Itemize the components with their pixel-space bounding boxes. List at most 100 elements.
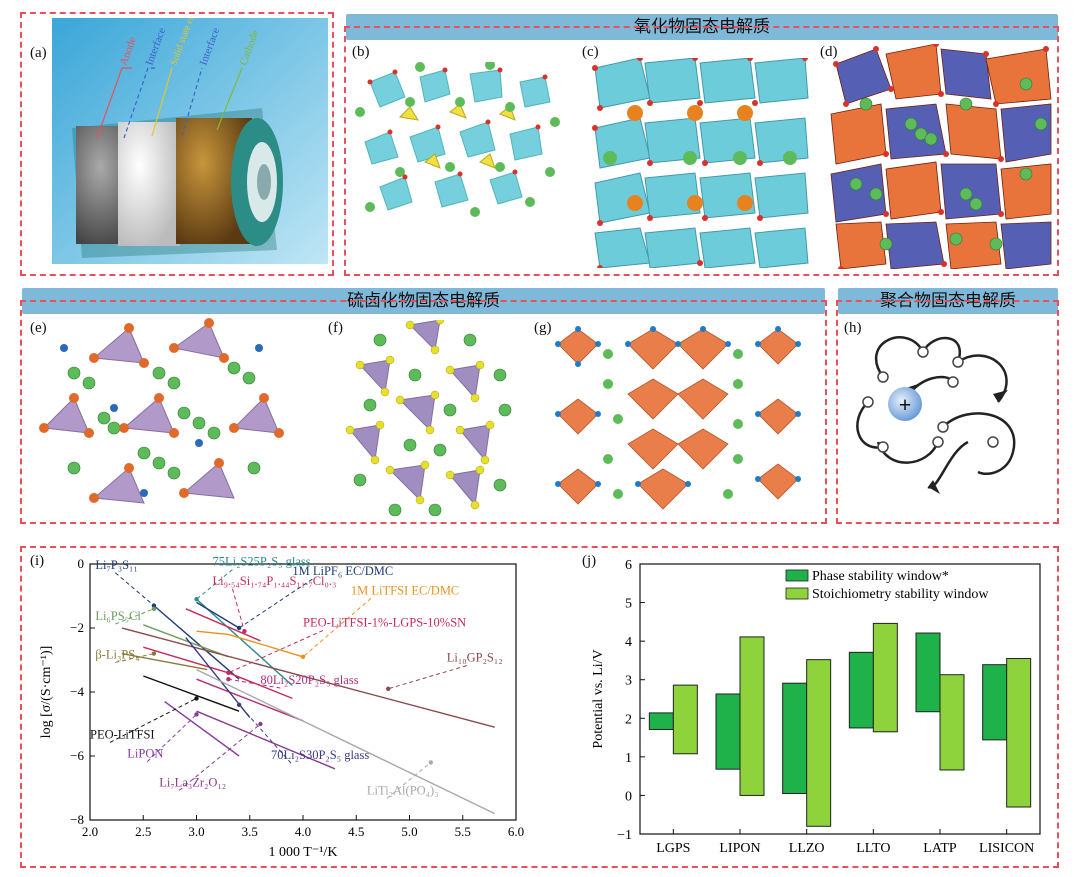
structure-d — [830, 44, 1052, 269]
series-label: Li₉.₅₄Si₁.₇₄P₁.₄₄S₁₁.₇Cl₀.₃ — [212, 574, 336, 588]
leader-arrowhead — [386, 686, 391, 691]
panel-label-e: (e) — [30, 320, 47, 336]
legend-swatch — [785, 587, 809, 600]
window-bar — [715, 693, 741, 770]
leader-line — [388, 665, 467, 690]
leader-line — [238, 578, 313, 629]
x-tick-label: 5.0 — [401, 824, 417, 839]
series-line — [196, 678, 304, 722]
x-tick-label: 6.0 — [508, 824, 524, 839]
series-line — [143, 675, 240, 712]
series-label: β-Li₃PS₄ — [95, 647, 139, 661]
window-bar — [782, 682, 808, 794]
legend-label: Stoichiometry stability window — [812, 587, 989, 602]
panel-label-a: (a) — [30, 45, 47, 61]
panel-label-b: (b) — [352, 44, 370, 60]
leader-line — [228, 629, 324, 674]
series-line — [121, 652, 208, 671]
structure-e — [39, 318, 284, 504]
x-tick-label: 4.5 — [348, 824, 364, 839]
x-tick-label: 2.0 — [82, 824, 98, 839]
series-label: 1M LiTFSI EC/DMC — [351, 583, 459, 597]
conductivity-chart: 2.0 2.5 3.0 3.5 4.0 4.5 5.0 5.5 6.0 0 −2 −4 −6 −8 1 00… — [39, 555, 524, 860]
leader-line — [109, 697, 197, 743]
series-label: 80Li₂S20P₂S₅ glass — [260, 673, 358, 687]
leader-arrowhead — [151, 606, 157, 611]
y-tick-label: 6 — [625, 558, 632, 573]
panel-a — [20, 12, 334, 276]
leader-arrowhead — [194, 597, 199, 602]
structure-g — [555, 326, 801, 510]
series-line — [143, 624, 229, 658]
plot-frame — [89, 563, 517, 821]
leader-line — [228, 678, 281, 689]
series-line — [196, 598, 293, 687]
x-axis-label: 1 000 T⁻¹/K — [269, 845, 338, 860]
series-label: PEO-LiTFSI-1%-LGPS-10%SN — [303, 615, 466, 629]
y-axis-label: log [σ/(S·cm⁻¹)] — [39, 646, 54, 739]
series-line — [196, 710, 336, 770]
panel-label-f: (f) — [328, 320, 343, 336]
category-label: LGPS — [656, 841, 690, 856]
y-tick-label: −6 — [70, 748, 84, 763]
leader-arrowhead — [236, 702, 242, 707]
series-line — [196, 601, 240, 629]
series-line — [121, 627, 495, 728]
legend-swatch — [785, 569, 809, 582]
window-bar — [872, 622, 898, 733]
panel-label-h: (h) — [844, 320, 862, 336]
leader-line — [238, 704, 292, 764]
y-axis-label: Potential vs. Li/V — [591, 649, 606, 748]
y-tick-label: −1 — [617, 828, 632, 843]
structure-f — [345, 320, 512, 516]
series-label: LiTi₂Al(PO₄)₃ — [367, 783, 439, 797]
leader-arrowhead — [151, 603, 157, 608]
x-tick-label: 4.0 — [295, 824, 311, 839]
category-label: LIPON — [719, 841, 760, 856]
leader-arrowhead — [258, 721, 263, 727]
y-tick-label: 0 — [78, 556, 85, 571]
leader-line — [302, 598, 372, 658]
y-tick-label: 4 — [625, 635, 632, 650]
y-tick-label: 5 — [625, 597, 632, 612]
x-tick-label: 3.5 — [242, 824, 258, 839]
ion-plus-sign: + — [899, 392, 912, 417]
window-bar — [739, 636, 765, 796]
series-label: LiPON — [127, 747, 163, 761]
panel-polymer — [836, 300, 1059, 524]
series-line — [196, 668, 496, 815]
series-label: 1M LiPF₆ EC/DMC — [292, 564, 393, 578]
window-bar — [848, 651, 874, 729]
series-line — [185, 608, 261, 642]
window-bar — [1006, 658, 1032, 808]
panel-charts — [20, 546, 1059, 868]
panel-oxide — [344, 26, 1059, 276]
plot-frame — [639, 563, 1041, 835]
series-label: 75Li₂S25P₂S₅ glass — [212, 555, 310, 569]
legend-label: Phase stability window* — [812, 569, 949, 584]
y-tick-label: 2 — [625, 712, 632, 727]
panel-label-c: (c) — [582, 44, 599, 60]
leader-arrowhead — [226, 670, 231, 675]
leader-arrowhead — [242, 629, 247, 634]
series-line — [196, 630, 304, 658]
leader-arrowhead — [194, 712, 199, 717]
leader-arrowhead — [236, 625, 242, 631]
window-bar — [915, 632, 941, 713]
window-bar — [648, 712, 674, 730]
structure-c — [592, 58, 809, 268]
leader-line — [231, 588, 245, 632]
x-tick-label: 2.5 — [135, 824, 151, 839]
category-label: LATP — [923, 841, 957, 856]
leader-arrowhead — [151, 651, 157, 656]
panel-label-g: (g) — [534, 320, 552, 336]
panel-label-d: (d) — [820, 44, 838, 60]
y-tick-label: −8 — [70, 812, 84, 827]
series-line — [164, 701, 240, 757]
structure-b — [355, 62, 560, 217]
polymer-diagram: + — [856, 336, 1016, 494]
window-bar — [939, 674, 965, 771]
category-label: LISICON — [979, 841, 1034, 856]
x-tick-label: 5.5 — [455, 824, 471, 839]
panel-label-i: (i) — [30, 553, 45, 569]
